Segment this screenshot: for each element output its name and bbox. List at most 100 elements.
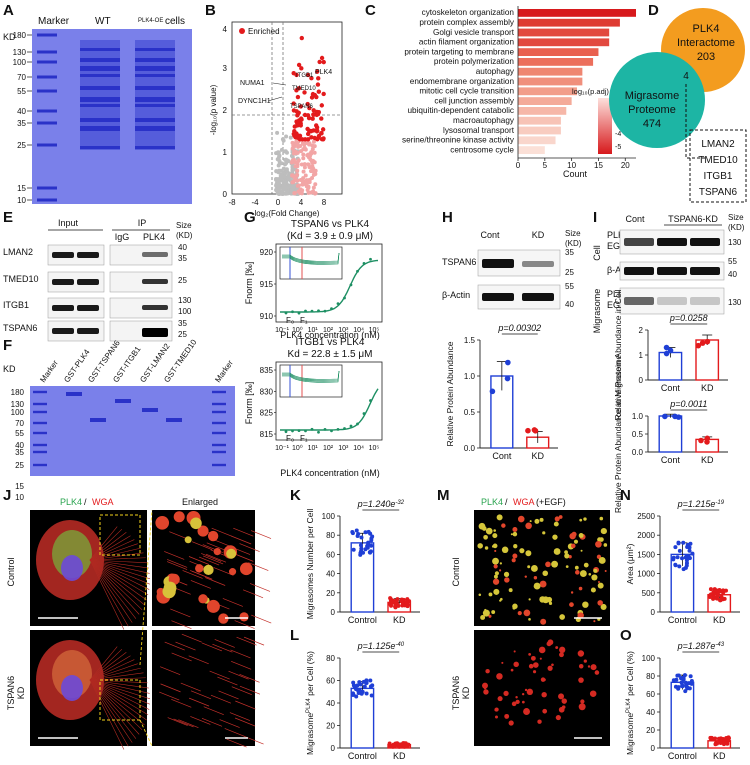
panel-j-enlarged-fiber-1 bbox=[224, 728, 245, 737]
panel-i-chart-migrasome-ytick-1: 0.5 bbox=[632, 430, 644, 439]
panel-m-migrasome-dot bbox=[528, 598, 531, 601]
panel-j-retraction-fiber-1 bbox=[89, 659, 135, 681]
panel-b-point-enriched bbox=[319, 55, 325, 61]
panel-g-bottom-ytick-1: 830 bbox=[260, 387, 274, 396]
panel-b-letter: B bbox=[205, 2, 216, 19]
panel-e-size-0-0: 40 bbox=[178, 243, 187, 252]
panel-g-bottom-data-point bbox=[291, 429, 294, 433]
panel-j-migrasome-dot bbox=[184, 536, 192, 544]
panel-i-cont: Cont bbox=[625, 214, 645, 224]
panel-f-ladder-band-right-2 bbox=[212, 410, 226, 414]
panel-l-chart-category-0: Control bbox=[348, 751, 377, 761]
panel-b-point-pink bbox=[292, 191, 297, 196]
panel-a-ladder-label-9: 10 bbox=[17, 196, 26, 205]
panel-m-wga: WGA bbox=[513, 497, 535, 507]
panel-j-enlarged-fiber-0 bbox=[233, 527, 254, 537]
panel-b-point-enriched bbox=[309, 135, 314, 140]
panel-j-migrasome-dot bbox=[206, 599, 220, 613]
panel-b-point-enriched bbox=[295, 133, 301, 138]
panel-a-lane-1-band-6 bbox=[135, 104, 175, 107]
panel-a-lane-0-band-2 bbox=[80, 66, 120, 71]
panel-n-chart-ylabel: Area (μm²) bbox=[625, 543, 635, 584]
panel-m-migrasome-dot bbox=[578, 703, 586, 711]
panel-b-point-grey bbox=[282, 181, 287, 186]
panel-k-chart-point-0 bbox=[355, 533, 360, 538]
panel-j-enlarged-fiber-1 bbox=[178, 719, 199, 729]
panel-g: G TSPAN6 vs PLK4 (Kd = 3.9 ± 0.9 μM) 920… bbox=[244, 209, 383, 478]
panel-b-point-enriched bbox=[298, 123, 304, 128]
panel-b-point-enriched bbox=[296, 62, 302, 68]
panel-m-migrasome-dot bbox=[577, 612, 584, 619]
panel-j-enlarged-fiber-0 bbox=[242, 589, 264, 599]
panel-m-migrasome-dot bbox=[488, 614, 492, 618]
panel-j-wga: WGA bbox=[92, 497, 114, 507]
panel-k: K 0 20 40 60 80 100 Control KD p=1.240e-32 Migras… bbox=[290, 487, 420, 625]
panel-m-migrasome-dot bbox=[492, 557, 499, 565]
panel-k-chart-point-1 bbox=[404, 600, 409, 605]
panel-c-category-9: cell junction assembly bbox=[434, 96, 515, 105]
panel-m-migrasome-dot bbox=[590, 664, 597, 671]
panel-b-point-pink bbox=[302, 162, 307, 167]
panel-h-chart-point-1 bbox=[532, 427, 539, 434]
panel-a-kd: KD bbox=[3, 32, 16, 42]
panel-k-chart-pvalue: p=1.240e-32 bbox=[357, 499, 405, 509]
panel-c-xticks: 0 5 10 15 20 bbox=[516, 158, 630, 170]
panel-h-kd: KD bbox=[532, 230, 545, 240]
panel-e-input-band-0-0 bbox=[52, 252, 74, 258]
panel-j-retraction-fiber-1 bbox=[89, 679, 143, 731]
panel-j-migrasome-dot bbox=[239, 612, 249, 622]
panel-e-input-blot-1 bbox=[47, 271, 105, 293]
panel-j-enlarged-fiber-0 bbox=[201, 553, 222, 562]
panel-g-bottom-data-point bbox=[356, 422, 359, 426]
panel-b-point-enriched bbox=[291, 101, 296, 106]
panel-a-letter: A bbox=[3, 2, 14, 19]
panel-n-chart-point-0 bbox=[690, 551, 695, 556]
panel-a-lane-1-band-2 bbox=[135, 66, 175, 71]
panel-m-migrasome-dot bbox=[527, 565, 531, 569]
panel-j-retraction-fiber-0 bbox=[89, 559, 133, 623]
panel-b-xtick-2: 0 bbox=[276, 198, 281, 207]
panel-c-bar-4 bbox=[518, 48, 599, 56]
panel-m-migrasome-dot bbox=[570, 591, 574, 594]
panel-j-enlarged-fiber-1 bbox=[210, 694, 232, 704]
panel-j-enlarged-fiber-1 bbox=[203, 706, 224, 715]
panel-j-enlarged-fiber-1 bbox=[231, 661, 252, 670]
panel-m: M PLK4 / WGA (+EGF) Control TSPAN6 KD bbox=[437, 487, 610, 746]
panel-m-migrasome-dot bbox=[528, 663, 534, 669]
panel-j-retraction-fiber-1 bbox=[89, 679, 147, 721]
panel-l-chart-point-1 bbox=[405, 744, 410, 749]
panel-m-migrasome-dot bbox=[539, 580, 547, 588]
panel-j-enlarged-fiber-1 bbox=[160, 666, 181, 675]
panel-i-chart-migrasome-ytick-0: 0.0 bbox=[632, 448, 644, 457]
panel-j-enlarged-fiber-1 bbox=[230, 649, 251, 659]
panel-g-bottom-kd: Kd = 22.8 ± 1.5 μM bbox=[288, 349, 373, 360]
panel-h-kdu: (KD) bbox=[565, 239, 582, 248]
panel-c-bar-7 bbox=[518, 77, 583, 86]
panel-j-enlarged-fiber-1 bbox=[164, 641, 185, 651]
panel-l-chart-point-0 bbox=[364, 691, 369, 696]
panel-i-egfp-1: EGFP bbox=[607, 241, 632, 251]
panel-i-letter: I bbox=[593, 209, 597, 226]
panel-c-xtick-label-2: 10 bbox=[567, 161, 576, 170]
panel-i-chart-migrasome-pvalue: p=0.0011 bbox=[669, 399, 707, 409]
panel-b-point-grey bbox=[290, 185, 295, 190]
panel-b-point-grey bbox=[284, 134, 289, 139]
panel-i-chart-cell-point-0 bbox=[663, 344, 670, 351]
panel-g-bottom-data-point bbox=[304, 429, 307, 433]
panel-g-letter: G bbox=[244, 209, 256, 226]
panel-d-overlap-count: 4 bbox=[683, 71, 689, 82]
panel-m-migrasome-dot bbox=[517, 515, 525, 523]
panel-m-migrasome-dot bbox=[519, 548, 525, 554]
panel-j-migrasome-dot bbox=[197, 525, 209, 537]
panel-m-migrasome-dot bbox=[498, 569, 502, 572]
panel-g-top-xtick-5: 10⁴ bbox=[353, 327, 364, 334]
panel-m-migrasome-dot bbox=[574, 565, 579, 570]
panel-l-chart-ytick-0: 0 bbox=[331, 744, 336, 753]
panel-k-chart-point-0 bbox=[358, 543, 363, 548]
panel-i-cell-label: Cell bbox=[592, 245, 602, 261]
panel-m-migrasome-dot bbox=[542, 531, 546, 535]
panel-b-point-grey bbox=[280, 137, 285, 142]
panel-i-migrasome-label: Migrasome bbox=[592, 289, 602, 334]
panel-o-chart-ylabel-main: Migrasome bbox=[625, 713, 635, 755]
